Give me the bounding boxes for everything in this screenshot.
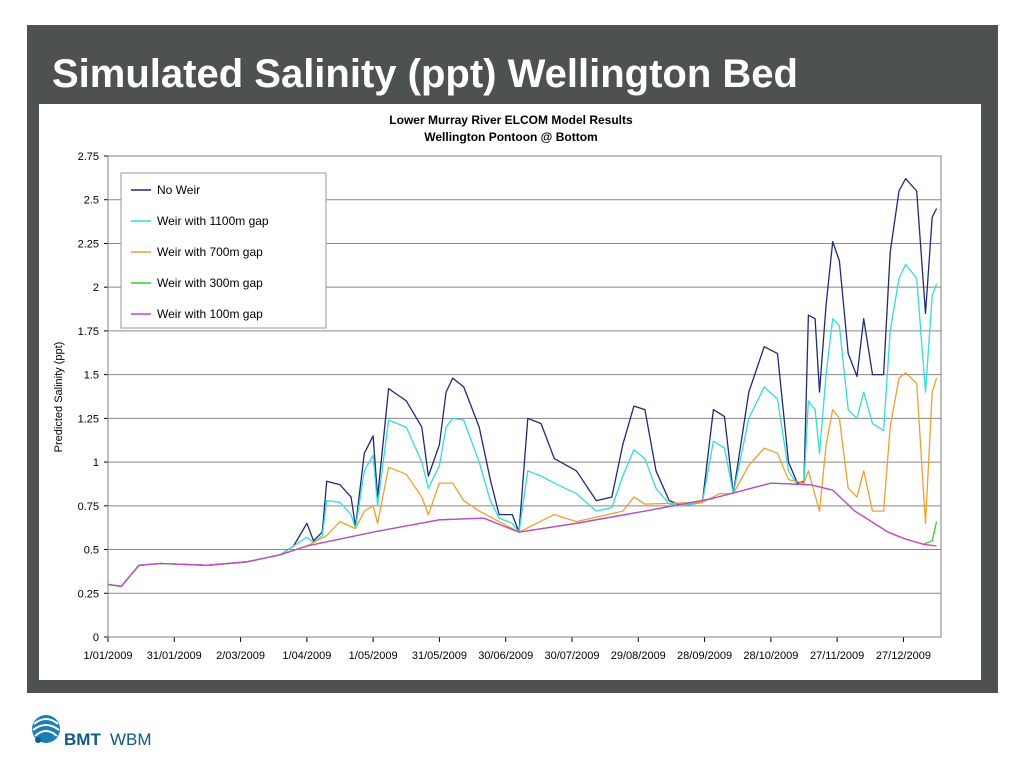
x-tick-label: 30/06/2009 — [478, 650, 533, 662]
x-tick-label: 28/10/2009 — [743, 650, 798, 662]
x-tick-label: 29/08/2009 — [611, 650, 666, 662]
x-tick-label: 1/05/2009 — [349, 650, 398, 662]
legend-label-2: Weir with 1100m gap — [157, 214, 269, 228]
globe-icon — [32, 715, 60, 743]
x-tick-label: 1/04/2009 — [282, 650, 331, 662]
legend-box — [120, 172, 327, 329]
series-lines — [107, 178, 938, 587]
x-tick-label: 31/05/2009 — [412, 650, 467, 662]
y-tick-label: 2 — [93, 282, 99, 294]
chart-panel: Lower Murray River ELCOM Model Results W… — [39, 104, 981, 680]
logo-name: BMT — [64, 730, 101, 749]
legend-label-4: Weir with 300m gap — [157, 276, 263, 290]
chart-title: Lower Murray River ELCOM Model Results — [389, 113, 633, 127]
plot-border — [107, 155, 942, 638]
x-tick-label: 28/09/2009 — [677, 650, 732, 662]
y-tick-labels: 0 0.25 0.5 0.75 1 1.25 1.5 1.75 2 2.25 2.5 2.75 — [78, 151, 99, 644]
series-line-1 — [107, 178, 938, 587]
series-line-4 — [107, 482, 938, 587]
y-tick-label: 2.75 — [78, 151, 99, 163]
y-tick-label: 1.75 — [78, 326, 99, 338]
bmt-wbm-logo: BMT WBM — [32, 715, 152, 749]
y-tick-label: 0.75 — [78, 501, 99, 513]
legend: No Weir Weir with 1100m gap Weir with 700m… — [120, 172, 327, 329]
y-tick-label: 0 — [93, 632, 99, 644]
logo-sub: WBM — [110, 730, 152, 749]
x-tick-label: 2/03/2009 — [216, 650, 265, 662]
y-tick-label: 0.25 — [78, 588, 99, 600]
y-tick-label: 2.5 — [84, 195, 99, 207]
x-tick-label: 27/12/2009 — [876, 650, 931, 662]
series-line-3 — [107, 372, 938, 587]
x-tick-label: 27/11/2009 — [810, 650, 864, 662]
y-tick-label: 1.5 — [84, 370, 99, 382]
slide-title: Simulated Salinity (ppt) Wellington Bed — [52, 52, 798, 96]
x-tick-label: 30/07/2009 — [544, 650, 599, 662]
legend-label-5: Weir with 100m gap — [157, 307, 263, 321]
series-line-5 — [107, 482, 937, 587]
chart-subtitle: Wellington Pontoon @ Bottom — [424, 130, 597, 144]
y-tick-label: 2.25 — [78, 238, 99, 250]
x-tick-label: 31/01/2009 — [147, 650, 202, 662]
series-line-2 — [107, 263, 938, 587]
legend-label-3: Weir with 700m gap — [157, 245, 263, 259]
y-axis-label: Predicted Salinity (ppt) — [53, 342, 65, 453]
y-tick-label: 0.5 — [84, 545, 99, 557]
y-tick-label: 1 — [93, 457, 99, 469]
y-tick-label: 1.25 — [78, 413, 99, 425]
x-tick-label: 1/01/2009 — [84, 650, 133, 662]
salinity-chart: Lower Murray River ELCOM Model Results W… — [53, 113, 942, 662]
x-tick-labels: 1/01/2009 31/01/2009 2/03/2009 1/04/2009 1/0… — [84, 650, 931, 662]
legend-label-1: No Weir — [157, 183, 200, 197]
